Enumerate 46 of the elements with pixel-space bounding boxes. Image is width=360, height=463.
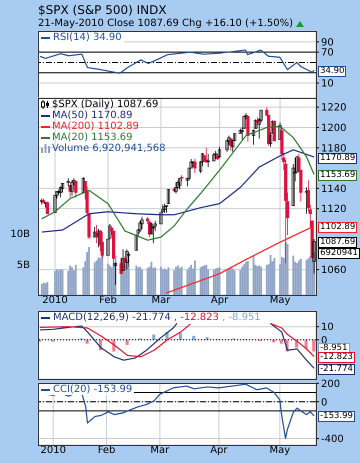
- y-tick-label: 1180: [321, 143, 346, 154]
- x-tick-label: Feb: [98, 445, 116, 456]
- annotation: 1153.69: [318, 170, 358, 181]
- x-tick-label: Feb: [99, 295, 117, 306]
- legend-label: MA(200) 1102.89: [52, 121, 139, 132]
- y2-tick-label: 10B: [10, 228, 30, 240]
- legend-title: $SPX (Daily) 1087.69: [52, 99, 158, 110]
- legend-label: MA(20) 1153.69: [52, 132, 133, 143]
- annotation: 1170.89: [318, 152, 358, 164]
- series-label: , -12.823: [174, 312, 219, 323]
- x-tick-label: Mar: [150, 445, 170, 456]
- annotation: -21.774: [318, 364, 355, 375]
- x-tick-label: Mar: [151, 295, 172, 306]
- y-tick-label: 10: [321, 78, 334, 90]
- annotation: 1087.69: [318, 236, 358, 248]
- y-tick-label: 200: [321, 378, 340, 390]
- y-tick-label: -400: [321, 434, 344, 446]
- y-tick-label: 1220: [321, 102, 346, 114]
- y-tick-label: 1140: [321, 184, 346, 195]
- legend-label: MA(50) 1170.89: [52, 110, 133, 121]
- annotation: 6920941: [318, 248, 360, 259]
- x-tick-label: May: [269, 445, 290, 456]
- y-tick-label: 1120: [321, 204, 346, 216]
- y-tick-label: 1200: [321, 123, 346, 134]
- annotation: 34.90: [318, 66, 346, 77]
- y-tick-label: 10: [321, 322, 334, 334]
- annotation: 1102.89: [318, 222, 358, 233]
- y-tick-label: 0: [321, 397, 328, 408]
- x-tick-label: May: [270, 295, 290, 306]
- text: -12.823: [318, 352, 355, 364]
- annotation: -153.99: [318, 411, 355, 422]
- x-tick-label: 2010: [42, 295, 68, 306]
- y2-tick-label: 5B: [16, 260, 30, 271]
- chart-title: $SPX (S&P 500) INDX: [38, 3, 167, 17]
- legend-label: Volume 6,920,941,568: [52, 143, 166, 154]
- y-tick-label: 90: [321, 37, 334, 48]
- x-tick-label: Apr: [210, 295, 230, 306]
- y-tick-label: 1060: [321, 265, 346, 276]
- x-tick-label: Apr: [210, 445, 228, 456]
- legend-label: RSI(14) 34.90: [53, 32, 122, 43]
- y-tick-label: 70: [321, 48, 334, 59]
- legend-label: CCI(20) -153.99: [53, 384, 132, 395]
- chart-subtitle: 21-May-2010 Close 1087.69 Chg +16.10 (+1.50%): [38, 18, 293, 29]
- series-label: , -8.951: [222, 312, 261, 323]
- x-tick-label: 2010: [40, 445, 66, 456]
- legend-label: MACD(12,26,9) -21.774: [53, 312, 171, 323]
